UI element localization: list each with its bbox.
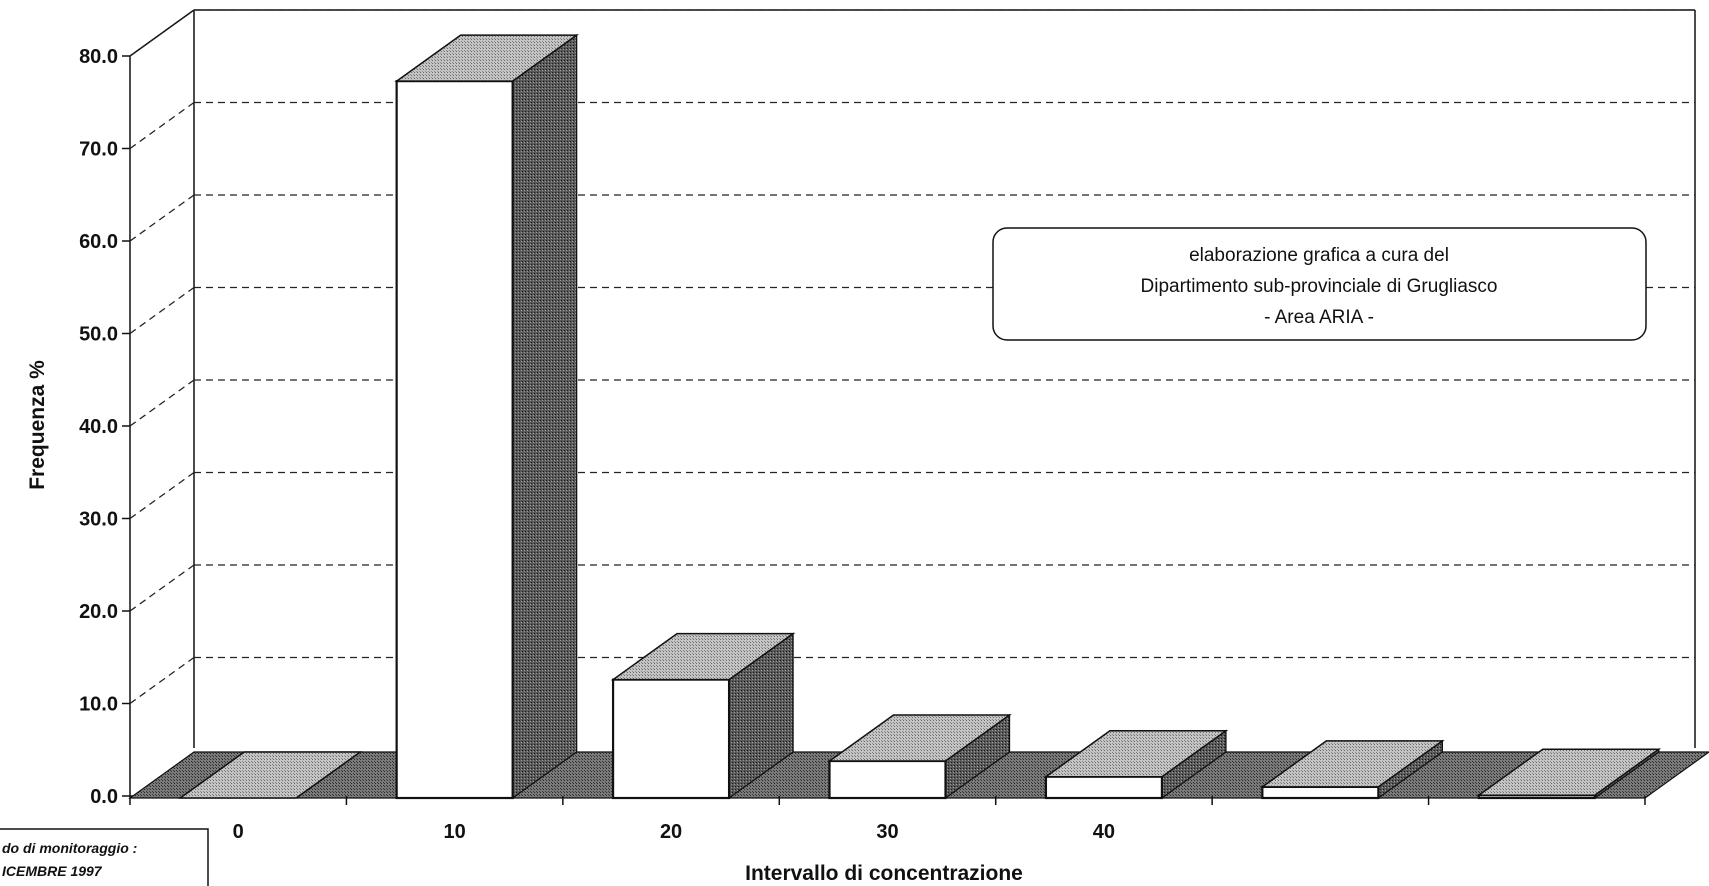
period-note-line-1: do di monitoraggio :	[2, 840, 137, 856]
x-tick-label: 40	[1093, 821, 1115, 843]
annotation-line-2: Dipartimento sub-provinciale di Gruglias…	[1141, 276, 1498, 297]
bar-top	[1260, 740, 1445, 788]
bar-top	[610, 632, 796, 681]
side-gridline	[129, 379, 195, 427]
gridlines	[129, 9, 1695, 705]
y-tick-label: 20.0	[79, 601, 118, 623]
period-note-line-2: ICEMBRE 1997	[2, 863, 103, 879]
y-tick-label: 60.0	[79, 231, 118, 253]
annotation-box: elaborazione grafica a cura del Dipartim…	[992, 227, 1647, 341]
x-axis-ticks: 0 10 20 30 40	[129, 796, 1646, 843]
x-tick-label: 20	[660, 821, 682, 843]
x-axis-title: Intervallo di concentrazione	[745, 862, 1023, 885]
bar	[177, 751, 363, 799]
y-tick-label: 40.0	[79, 416, 118, 438]
bar-front	[828, 759, 947, 800]
x-tick-label: 30	[876, 821, 898, 843]
bar-top	[177, 751, 363, 799]
y-tick-label: 0.0	[90, 786, 118, 808]
side-gridline	[129, 194, 195, 242]
x-tick-label: 10	[444, 821, 466, 843]
bar-front	[611, 678, 731, 800]
bar-front	[1044, 775, 1164, 800]
bar-side	[511, 33, 578, 800]
bar	[610, 632, 796, 800]
bar-top	[1476, 748, 1662, 796]
y-axis-ticks: 0.0 10.0 20.0 30.0 40.0 50.0 60.0 70.0 80.0	[79, 46, 130, 808]
plot-frame	[129, 9, 1696, 797]
bar	[1476, 747, 1662, 800]
bars	[177, 33, 1662, 800]
bar-top	[1043, 729, 1229, 778]
side-gridline	[129, 286, 195, 335]
y-tick-label: 70.0	[79, 139, 118, 161]
y-tick-label: 50.0	[79, 324, 118, 346]
bar-front	[1261, 785, 1380, 800]
bar	[1260, 739, 1445, 800]
period-note-frame	[0, 828, 209, 886]
bar-top	[827, 714, 1012, 762]
monitoring-period-note: do di monitoraggio : ICEMBRE 1997	[0, 828, 209, 886]
x-tick-label: 0	[233, 821, 244, 843]
annotation-line-1: elaborazione grafica a cura del	[1189, 245, 1449, 266]
side-gridline	[129, 471, 195, 520]
bar	[1043, 729, 1229, 800]
annotation-frame	[992, 227, 1647, 341]
bar-front	[395, 80, 514, 800]
side-gridline	[129, 656, 195, 705]
side-gridline	[129, 564, 195, 612]
y-axis-title: Frequenza %	[26, 360, 49, 490]
bar	[394, 33, 579, 800]
bar	[827, 713, 1012, 800]
annotation-line-3: - Area ARIA -	[1264, 307, 1374, 328]
bar-top	[394, 34, 579, 82]
side-gridline	[129, 9, 195, 57]
y-tick-label: 10.0	[79, 694, 118, 716]
y-tick-label: 30.0	[79, 509, 118, 531]
y-tick-label: 80.0	[79, 46, 118, 68]
side-gridline	[129, 101, 195, 150]
